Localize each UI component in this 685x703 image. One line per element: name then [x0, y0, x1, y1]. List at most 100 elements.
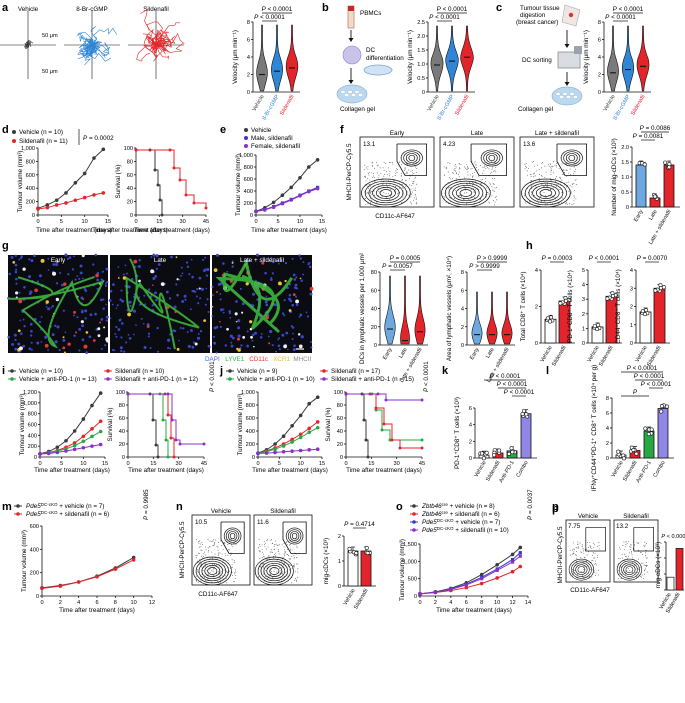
- g-dapi-nucleus: [44, 335, 48, 339]
- n-flow-1-event: [270, 552, 272, 554]
- f-flow-2-event: [561, 174, 563, 175]
- f-flow-1-event: [455, 164, 457, 166]
- i-surv-combo-point: [170, 418, 174, 422]
- n-flow-1-event: [272, 552, 273, 554]
- g-dapi-nucleus: [72, 314, 75, 317]
- g-dapi-nucleus: [96, 287, 99, 290]
- f-flow-0-event: [378, 174, 380, 176]
- f-flow-2-event: [541, 167, 543, 169]
- n-flow-0-event: [217, 572, 219, 574]
- g-dapi-nucleus: [306, 315, 310, 318]
- f-flow-2-event: [566, 169, 567, 171]
- f-flow-1-event: [473, 182, 474, 184]
- g-violin-2-0: [471, 291, 483, 345]
- a-track: [25, 43, 29, 46]
- f-flow-0-event: [367, 177, 368, 179]
- g-dapi-nucleus: [81, 309, 83, 311]
- g-cell-stain: [133, 259, 138, 264]
- n-flow-0-title: Vehicle: [211, 508, 232, 515]
- g-dapi-nucleus: [68, 256, 72, 259]
- f-flow-0-event: [368, 174, 370, 176]
- f-flow-2-event: [544, 165, 546, 167]
- f-xlabel: CD11c-AF647: [375, 213, 415, 220]
- d-legend-marker-sildenafil: [12, 139, 16, 143]
- f-flow-0-event: [373, 176, 375, 178]
- g-cell-stain: [203, 319, 207, 323]
- l-bar-ytick-label: 2: [606, 441, 609, 447]
- n-flow-0-event: [212, 540, 214, 542]
- f-flow-2-contour: [565, 153, 578, 163]
- g-cell-stain: [45, 300, 49, 304]
- p-flow-1-event: [630, 546, 632, 548]
- n-flow-1-event: [290, 549, 292, 551]
- f-flow-0-event: [375, 201, 377, 203]
- p-flow-0-event: [593, 546, 595, 548]
- f-flow-1-event: [458, 171, 460, 173]
- f-flow-0-title: Early: [390, 130, 405, 137]
- m-growth-xtick-label: 0: [40, 600, 43, 606]
- f-flow-2-event: [531, 194, 533, 196]
- e-growth-ytick-label: 800: [244, 165, 253, 171]
- n-flow-1-event: [289, 558, 291, 560]
- p-flow-1-event: [639, 566, 641, 568]
- e-series-0-point: [315, 158, 320, 162]
- k-bar-2-point: [507, 451, 512, 456]
- f-flow-1-event: [455, 190, 456, 192]
- n-flow-1-event: [258, 577, 259, 579]
- g-dapi-nucleus: [54, 324, 57, 327]
- f-flow-1-event: [488, 168, 490, 170]
- m-pvalue: P = 0.9985: [143, 489, 150, 520]
- j-survival-ytick-label: 80: [337, 403, 343, 409]
- p-flow-1-percent: 13.2: [616, 523, 629, 530]
- g-dapi-nucleus: [23, 324, 26, 328]
- n-flow-0-event: [231, 566, 233, 568]
- n-flow-1-contour: [263, 562, 286, 580]
- p-flow-1-event: [646, 566, 647, 568]
- p-flow-0-event: [594, 552, 596, 554]
- g-cell-stain: [284, 279, 287, 283]
- p-flow-0-event: [572, 553, 574, 555]
- n-flow-0-event: [196, 539, 197, 541]
- n-flow-1-event: [258, 539, 260, 541]
- f-flow-2-event: [555, 165, 557, 166]
- p-flow-0-event: [583, 572, 585, 574]
- f-flow-1-event: [480, 185, 482, 187]
- f-flow-1-event: [457, 174, 459, 176]
- m-series-1-point: [40, 586, 44, 591]
- a-track: [152, 38, 158, 62]
- f-flow-2-event: [527, 188, 528, 189]
- n-flow-0-event: [209, 557, 211, 559]
- p-flow-1-event: [640, 551, 642, 553]
- n-flow-0-event: [230, 553, 232, 555]
- e-growth-ytick-label: 1,000: [239, 153, 253, 159]
- g-cell-stain: [127, 312, 132, 317]
- n-flow-0-event: [200, 546, 202, 548]
- f-flow-0-event: [372, 165, 374, 167]
- p-flow-0-event: [583, 578, 585, 580]
- g-cell-stain: [95, 273, 99, 278]
- f-flow-2-event: [524, 168, 526, 170]
- i-legend-entry-1: Vehicle + anti-PD-1 (n = 13): [19, 376, 97, 383]
- p-flow-1-event: [643, 573, 645, 575]
- g-cell-stain: [97, 327, 101, 331]
- f-flow-2-event: [534, 175, 536, 177]
- a-track: [91, 27, 117, 46]
- a-condition-title: Vehicle: [18, 6, 39, 13]
- f-flow-0-event: [404, 179, 406, 181]
- g-stain-label-4: MHCII: [293, 356, 311, 363]
- panel-label-l: l: [546, 365, 549, 377]
- n-flow-0-event: [198, 540, 200, 542]
- j-series-1-point: [290, 437, 294, 442]
- f-flow-2-contour: [560, 149, 583, 167]
- f-flow-1-event: [468, 168, 470, 169]
- o-pvalue: P = 0.0037: [527, 489, 534, 520]
- f-flow-1-event: [459, 195, 461, 196]
- f-flow-1-event: [456, 172, 458, 174]
- j-survival-ytick-label: 60: [337, 416, 343, 422]
- h3-bar-ytick-label: 1: [630, 323, 633, 329]
- g-dapi-nucleus: [308, 265, 312, 269]
- p-flow-1-contour: [623, 564, 636, 575]
- g-dapi-nucleus: [176, 293, 179, 297]
- p-flow-0-event: [576, 551, 578, 552]
- h2-bar-xcat: Vehicle: [587, 345, 601, 364]
